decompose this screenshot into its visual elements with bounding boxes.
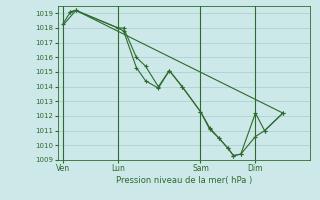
X-axis label: Pression niveau de la mer( hPa ): Pression niveau de la mer( hPa ) bbox=[116, 176, 252, 185]
